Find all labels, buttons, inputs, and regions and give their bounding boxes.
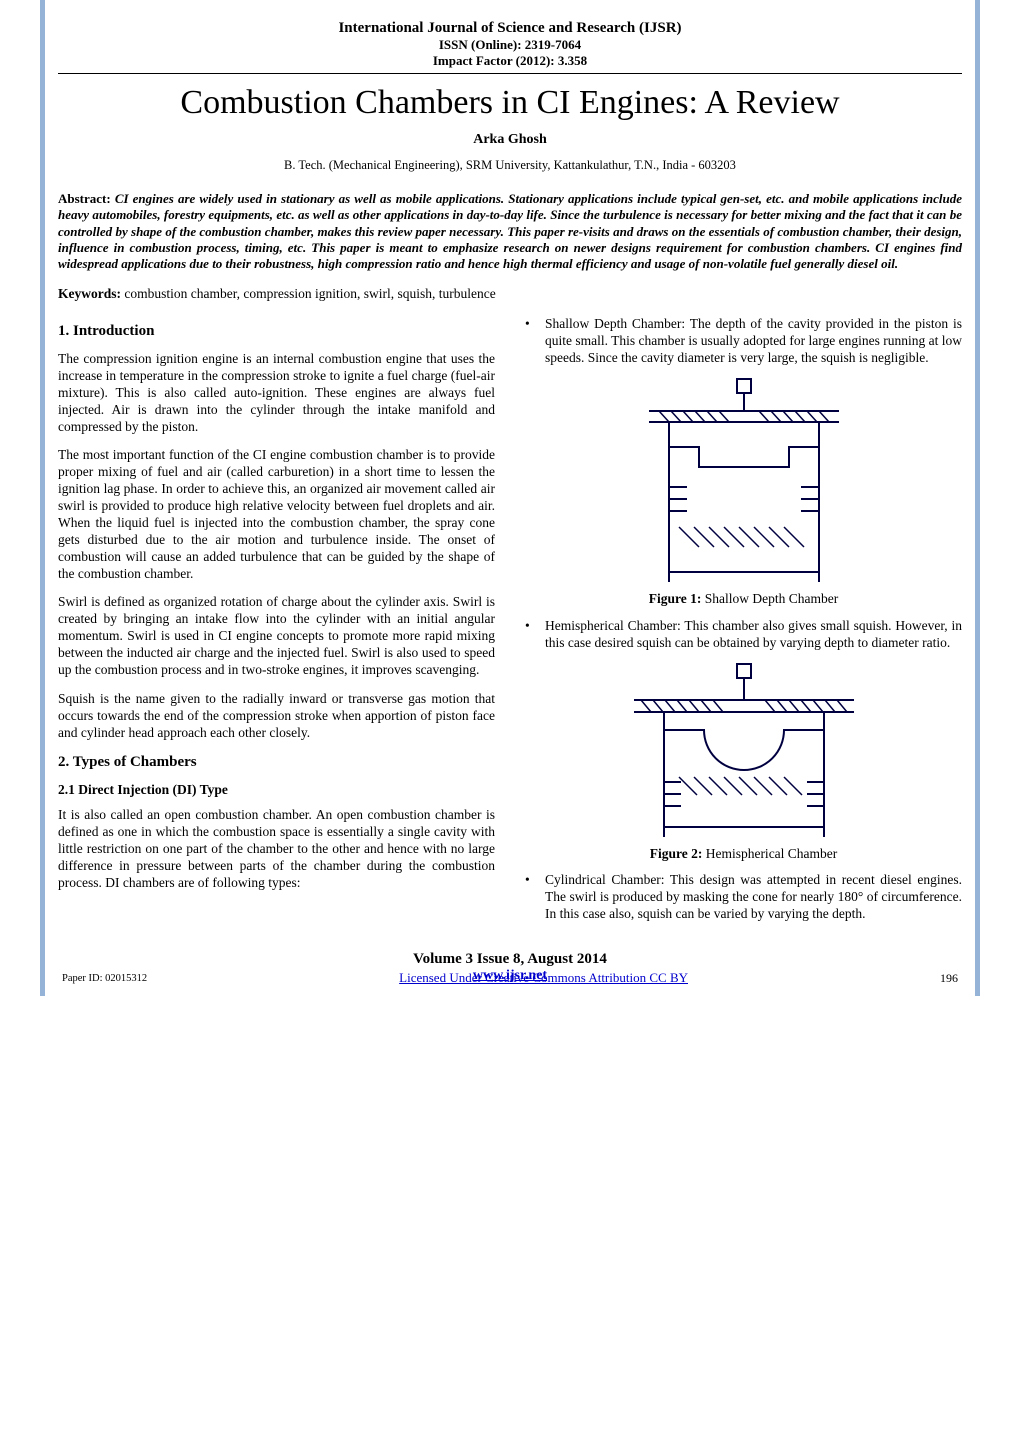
- page-border-right: [975, 0, 980, 996]
- author-name: Arka Ghosh: [58, 132, 962, 148]
- right-column: • Shallow Depth Chamber: The depth of th…: [525, 316, 962, 933]
- di-para: It is also called an open combustion cha…: [58, 807, 495, 891]
- bullet-cylindrical-text: Cylindrical Chamber: This design was att…: [545, 872, 962, 923]
- author-affiliation: B. Tech. (Mechanical Engineering), SRM U…: [58, 158, 962, 173]
- keywords-block: Keywords: combustion chamber, compressio…: [58, 286, 962, 302]
- abstract-block: Abstract: CI engines are widely used in …: [58, 191, 962, 272]
- paper-title: Combustion Chambers in CI Engines: A Rev…: [58, 84, 962, 122]
- bullet-shallow: • Shallow Depth Chamber: The depth of th…: [525, 316, 962, 367]
- abstract-body: CI engines are widely used in stationary…: [58, 191, 962, 271]
- section-2-head: 2. Types of Chambers: [58, 753, 495, 772]
- keywords-label: Keywords:: [58, 286, 121, 301]
- figure-2-caption: Figure 2: Hemispherical Chamber: [525, 846, 962, 863]
- page-number: 196: [940, 971, 958, 986]
- bullet-icon: •: [525, 316, 545, 367]
- intro-para-1: The compression ignition engine is an in…: [58, 351, 495, 435]
- paper-id: Paper ID: 02015312: [62, 973, 147, 984]
- figure-1-text: Shallow Depth Chamber: [701, 591, 838, 606]
- figure-2-label: Figure 2:: [650, 846, 703, 861]
- bullet-icon: •: [525, 872, 545, 923]
- issn-line: ISSN (Online): 2319-7064: [58, 37, 962, 53]
- bullet-hemispherical-text: Hemispherical Chamber: This chamber also…: [545, 618, 962, 652]
- bullet-hemispherical: • Hemispherical Chamber: This chamber al…: [525, 618, 962, 652]
- figure-2-text: Hemispherical Chamber: [702, 846, 837, 861]
- abstract-label: Abstract:: [58, 191, 111, 206]
- section-1-head: 1. Introduction: [58, 322, 495, 341]
- volume-issue: Volume 3 Issue 8, August 2014: [58, 951, 962, 968]
- page-border-left: [40, 0, 45, 996]
- subsection-2-1-head: 2.1 Direct Injection (DI) Type: [58, 782, 495, 799]
- figure-1: [525, 377, 962, 587]
- left-column: 1. Introduction The compression ignition…: [58, 316, 495, 933]
- license-link[interactable]: Licensed Under Creative Commons Attribut…: [399, 970, 688, 986]
- intro-para-3: Swirl is defined as organized rotation o…: [58, 594, 495, 678]
- journal-name: International Journal of Science and Res…: [58, 20, 962, 37]
- figure-1-label: Figure 1:: [649, 591, 702, 606]
- figure-2: [525, 662, 962, 842]
- bullet-cylindrical: • Cylindrical Chamber: This design was a…: [525, 872, 962, 923]
- intro-para-2: The most important function of the CI en…: [58, 447, 495, 582]
- figure-1-caption: Figure 1: Shallow Depth Chamber: [525, 591, 962, 608]
- bullet-icon: •: [525, 618, 545, 652]
- intro-para-4: Squish is the name given to the radially…: [58, 691, 495, 742]
- keywords-body: combustion chamber, compression ignition…: [124, 286, 495, 301]
- bullet-shallow-text: Shallow Depth Chamber: The depth of the …: [545, 316, 962, 367]
- page-header: International Journal of Science and Res…: [58, 20, 962, 74]
- page-footer: Volume 3 Issue 8, August 2014 www.ijsr.n…: [58, 951, 962, 986]
- impact-factor: Impact Factor (2012): 3.358: [58, 53, 962, 69]
